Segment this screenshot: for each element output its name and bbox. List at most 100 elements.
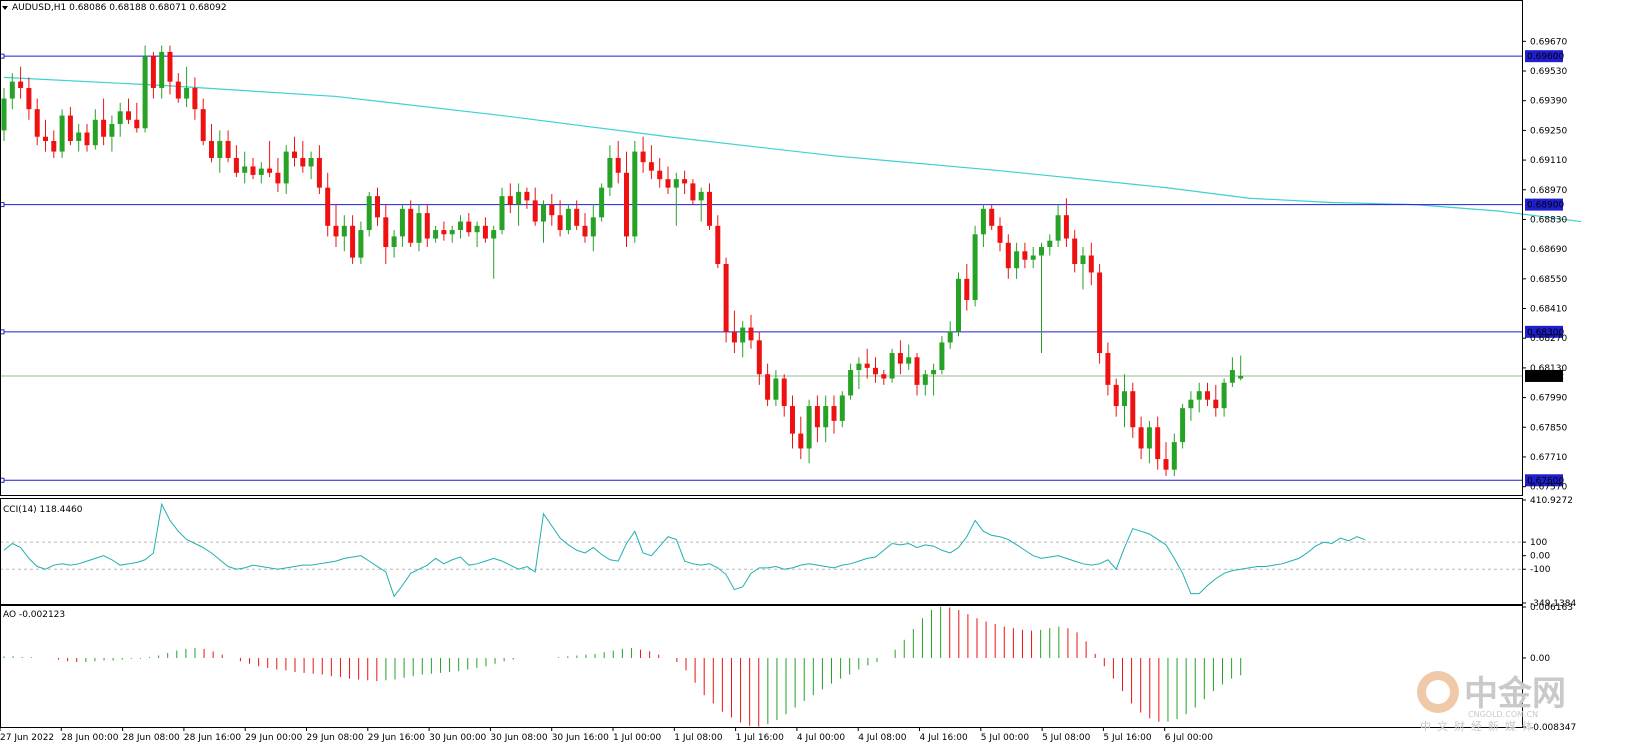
candle-body xyxy=(258,168,264,175)
candle xyxy=(1122,374,1127,428)
candle xyxy=(1188,391,1194,421)
candle xyxy=(516,183,522,226)
candle xyxy=(931,363,937,396)
candle-body xyxy=(1122,391,1127,407)
candle xyxy=(864,348,870,379)
candle xyxy=(1105,342,1111,396)
candle-body xyxy=(1005,242,1011,269)
candle-body xyxy=(150,56,156,88)
candle-body xyxy=(358,230,364,258)
candle-body xyxy=(109,124,115,137)
candle-body xyxy=(790,406,795,434)
candle-body xyxy=(441,230,447,235)
candle xyxy=(1022,242,1028,269)
x-tick-label: 5 Jul 16:00 xyxy=(1103,733,1152,743)
candle xyxy=(715,215,721,269)
candle xyxy=(325,172,331,237)
candle xyxy=(914,353,920,396)
candle-body xyxy=(92,119,98,146)
candle xyxy=(283,145,289,195)
collapse-arrow-icon[interactable] xyxy=(2,6,8,10)
candle xyxy=(657,157,663,188)
candle-body xyxy=(1030,255,1036,260)
candle xyxy=(449,225,455,243)
x-tick-label: 29 Jun 00:00 xyxy=(245,733,302,743)
candle xyxy=(167,45,173,95)
candle-body xyxy=(939,342,945,371)
candle-body xyxy=(723,263,729,332)
candle-body xyxy=(1055,215,1061,241)
candle-body xyxy=(707,191,712,226)
candle xyxy=(707,183,712,231)
candle xyxy=(499,187,505,235)
level-price-tag xyxy=(1525,198,1563,211)
candle xyxy=(798,416,804,460)
candle-body xyxy=(599,187,605,218)
moving-average-line xyxy=(3,76,1582,223)
x-tick-label: 29 Jun 08:00 xyxy=(307,733,364,743)
candle xyxy=(1180,403,1186,449)
candle xyxy=(142,45,148,133)
cci-layer xyxy=(0,502,1522,598)
candle-body xyxy=(574,208,580,226)
candle-body xyxy=(26,87,32,110)
candle-body xyxy=(864,363,870,368)
candle-body xyxy=(34,109,40,137)
cci-y-tick-label: -100 xyxy=(1530,565,1551,575)
candle xyxy=(366,191,372,237)
level-price-label: 0.68300 xyxy=(1527,328,1564,338)
level-price-label: 0.68900 xyxy=(1527,201,1564,211)
candle-body xyxy=(648,162,654,171)
candle-body xyxy=(906,357,912,364)
candle-body xyxy=(773,378,779,400)
candle xyxy=(590,204,596,252)
candle xyxy=(648,145,654,180)
candle xyxy=(408,200,414,248)
candle xyxy=(972,225,978,307)
candle xyxy=(698,187,704,222)
candle-body xyxy=(590,217,596,237)
candle xyxy=(881,370,887,385)
candle xyxy=(814,395,820,443)
x-tick-label: 28 Jun 00:00 xyxy=(61,733,118,743)
candle-body xyxy=(366,196,372,231)
x-tick-label: 28 Jun 08:00 xyxy=(123,733,180,743)
candle xyxy=(466,213,472,237)
candle xyxy=(34,98,40,146)
candle-body xyxy=(1113,384,1119,407)
candle-body xyxy=(84,132,90,146)
candle xyxy=(980,204,986,248)
ao-y-tick-label: 0.00 xyxy=(1530,654,1550,664)
candle-body xyxy=(673,179,679,188)
candle xyxy=(59,109,65,158)
candle-body xyxy=(9,81,15,99)
candle xyxy=(1221,378,1227,417)
candle xyxy=(731,310,737,354)
candle-body xyxy=(549,204,555,216)
candle xyxy=(1097,263,1103,364)
candle-body xyxy=(67,115,73,141)
candle xyxy=(175,73,181,103)
candle-body xyxy=(1039,247,1044,256)
candle-body xyxy=(325,187,331,226)
candle xyxy=(599,183,605,222)
candle xyxy=(748,314,754,349)
cci-panel-frame xyxy=(0,498,1523,605)
price-y-tick-label: 0.68130 xyxy=(1530,364,1567,374)
price-y-tick-label: 0.68970 xyxy=(1530,186,1567,196)
candle-body xyxy=(873,367,878,375)
candle xyxy=(1039,242,1044,354)
candle-body xyxy=(839,395,845,421)
candle-body xyxy=(682,179,688,184)
candle-body xyxy=(532,200,538,222)
ao-y-tick-label: 0.006163 xyxy=(1530,603,1573,613)
candle-body xyxy=(1097,272,1103,354)
candle-body xyxy=(375,196,380,218)
candle xyxy=(184,66,190,108)
candle xyxy=(209,124,214,163)
candle-body xyxy=(399,208,405,237)
candle xyxy=(333,204,339,248)
candle xyxy=(300,140,306,173)
candle xyxy=(1238,355,1244,381)
candle xyxy=(391,230,397,258)
